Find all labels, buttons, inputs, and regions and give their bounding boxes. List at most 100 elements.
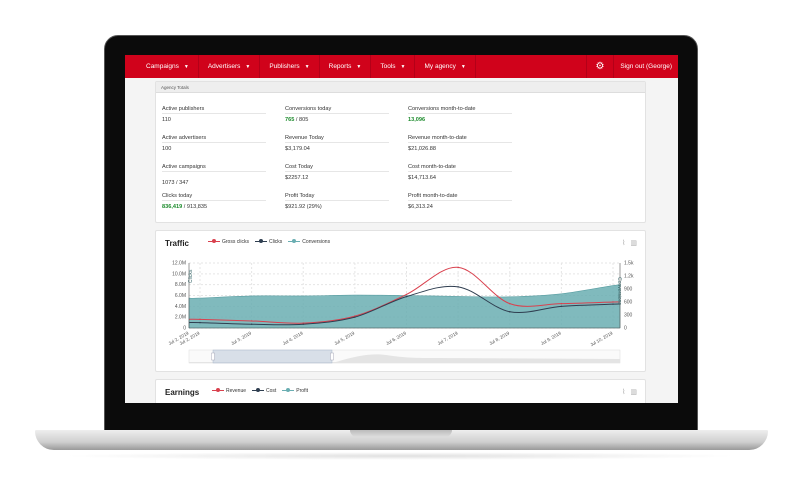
nav-reports[interactable]: Reports ▼: [320, 55, 372, 78]
legend-cost[interactable]: Cost: [252, 388, 276, 394]
data-point[interactable]: [199, 318, 201, 321]
stat-value: $14,713.64: [408, 175, 512, 181]
stat-label: Conversions today: [285, 106, 389, 114]
data-point[interactable]: [250, 320, 253, 322]
earnings-panel: Earnings Revenue Cost Profit ⌇ ▥: [155, 379, 646, 403]
stat-label: Profit month-to-date: [408, 193, 512, 201]
nav-label: Campaigns: [146, 63, 179, 70]
caret-down-icon: ▼: [400, 63, 406, 70]
stat-value: 836,419 / 913,835: [162, 204, 266, 210]
zoom-handle-right[interactable]: [330, 352, 334, 361]
y-tick-label: 0: [183, 326, 186, 332]
y-tick-label: 2.0M: [175, 315, 186, 321]
data-point[interactable]: [302, 322, 304, 324]
y-tick-label: 6.0M: [175, 293, 186, 299]
data-point[interactable]: [250, 323, 253, 325]
nav-my-agency[interactable]: My agency ▼: [415, 55, 476, 78]
stat-label: Clicks today: [162, 193, 266, 201]
data-point[interactable]: [560, 302, 563, 305]
laptop-base: [35, 430, 768, 450]
stat-value: $6,313.24: [408, 204, 512, 210]
y2-tick-label: 300: [624, 313, 633, 319]
stat-text: 1073 / 347: [162, 180, 189, 186]
stat-value: $21,026.88: [408, 146, 512, 152]
chart-title: Traffic: [165, 239, 190, 248]
laptop-notch: [350, 430, 452, 437]
y2-tick-label: 900: [624, 287, 633, 293]
data-point[interactable]: [302, 323, 304, 325]
legend-revenue[interactable]: Revenue: [212, 388, 246, 394]
stat-text: / 805: [294, 117, 309, 123]
y-tick-label: 8.0M: [175, 282, 186, 288]
x-tick-label: Jul 10, 2019: [589, 330, 614, 347]
caret-down-icon: ▼: [356, 63, 362, 70]
legend-clicks[interactable]: Clicks: [254, 239, 283, 245]
stat-item: Profit month-to-date $6,313.24: [408, 193, 512, 210]
nav-publishers[interactable]: Publishers ▼: [260, 55, 320, 78]
zoom-slider-window[interactable]: [212, 349, 333, 364]
legend-label: Profit: [296, 388, 308, 394]
data-point[interactable]: [612, 303, 614, 305]
data-point[interactable]: [509, 311, 511, 313]
stat-value: 100: [162, 146, 266, 152]
legend-label: Clicks: [268, 239, 283, 245]
legend-gross-clicks[interactable]: Gross clicks: [208, 239, 249, 245]
zoom-handle-left[interactable]: [211, 352, 215, 361]
data-point[interactable]: [457, 286, 459, 288]
agency-totals-panel: Agency Totals Active publishers 110 Conver…: [155, 81, 646, 223]
stat-label: Revenue month-to-date: [408, 135, 512, 143]
stat-value: 110: [162, 117, 266, 123]
legend-label: Cost: [266, 388, 277, 394]
nav-tools[interactable]: Tools ▼: [371, 55, 416, 78]
data-point[interactable]: [199, 321, 201, 324]
sign-out-link[interactable]: Sign out (George): [620, 63, 672, 70]
data-point[interactable]: [405, 293, 408, 296]
stat-label: Active campaigns: [162, 164, 266, 172]
line-chart-icon[interactable]: ⌇: [621, 389, 626, 396]
stat-highlight: 836,419: [162, 204, 183, 210]
stat-highlight: 765: [285, 117, 295, 123]
data-point[interactable]: [354, 315, 356, 317]
stat-item: Revenue Today $3,179.04: [285, 135, 389, 152]
data-point[interactable]: [457, 266, 459, 269]
stat-item: Active publishers 110: [162, 106, 266, 123]
x-tick-label: Jul 6, 2019: [385, 330, 407, 346]
data-point[interactable]: [509, 302, 511, 305]
data-point[interactable]: [405, 295, 408, 298]
data-point[interactable]: [354, 316, 356, 318]
legend-conversions[interactable]: Conversions: [288, 239, 330, 245]
caret-down-icon: ▼: [304, 63, 310, 70]
y-tick-label: 10.0M: [172, 271, 186, 277]
nav-label: Tools: [380, 63, 396, 70]
legend-label: Revenue: [226, 388, 247, 394]
stat-label: Cost month-to-date: [408, 164, 512, 172]
caret-down-icon: ▼: [183, 63, 189, 70]
nav-advertisers[interactable]: Advertisers ▼: [199, 55, 261, 78]
stat-item: Profit Today $921.92 (29%): [285, 193, 389, 210]
top-nav: Campaigns ▼ Advertisers ▼ Publishers ▼ Repo…: [125, 55, 678, 78]
data-point[interactable]: [612, 301, 614, 303]
y-tick-label: 12.0M: [172, 261, 186, 267]
stat-value: 13,096: [408, 117, 512, 123]
y2-axis-label: Conversions: [616, 277, 622, 305]
data-point[interactable]: [560, 305, 563, 308]
bar-chart-icon[interactable]: ▥: [630, 389, 637, 396]
bar-chart-icon[interactable]: ▥: [630, 240, 637, 247]
stat-text: 110: [162, 117, 171, 123]
stat-item: Clicks today 836,419 / 913,835: [162, 193, 266, 210]
stat-label: Revenue Today: [285, 135, 389, 143]
x-tick-label: Jul 7, 2019: [437, 330, 459, 346]
stat-item: Cost month-to-date $14,713.64: [408, 164, 512, 181]
screen: Campaigns ▼ Advertisers ▼ Publishers ▼ Repo…: [125, 55, 678, 403]
nav-label: Reports: [328, 63, 352, 70]
stat-item: Active campaigns 1073 / 347: [162, 164, 266, 186]
stat-text: $6,313.24: [408, 204, 433, 210]
gear-icon[interactable]: ⚙: [586, 55, 614, 78]
legend-profit[interactable]: Profit: [282, 388, 308, 394]
line-chart-icon[interactable]: ⌇: [621, 240, 626, 247]
y2-tick-label: 1.2k: [624, 274, 634, 280]
traffic-chart: 0 2.0M 4.0M 6.0M 8.0M 10.0M 12.0M 0 300 600 900 1.2…: [168, 261, 634, 364]
y-axis-label: Clicks: [188, 269, 194, 283]
chart-toolbar: ⌇ ▥: [622, 388, 637, 396]
nav-campaigns[interactable]: Campaigns ▼: [137, 55, 199, 78]
